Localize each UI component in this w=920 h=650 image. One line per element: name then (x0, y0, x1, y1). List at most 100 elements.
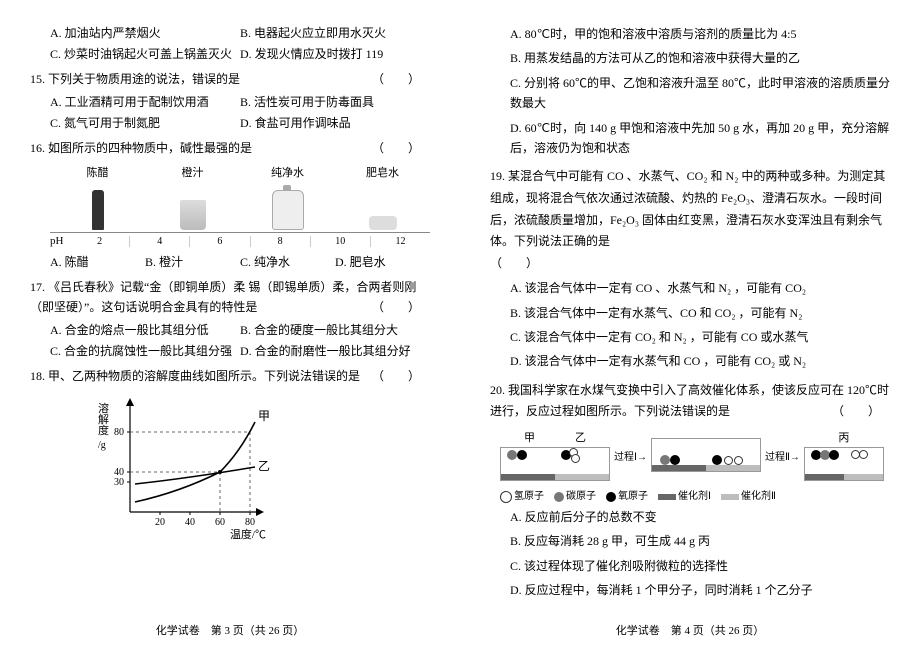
q14-optB: B. 电器起火应立即用水灭火 (240, 24, 430, 41)
q15-stem-text: 15. 下列关于物质用途的说法，错误的是 (30, 72, 240, 86)
q18-chart: 30 40 80 20 40 60 80 甲 乙 (90, 392, 270, 542)
q15-row2: C. 氮气可用于制氮肥 D. 食盐可用作调味品 (50, 114, 430, 131)
q18-optD: D. 60℃时，向 140 g 甲饱和溶液中先加 50 g 水，再加 20 g … (510, 118, 890, 159)
q16-lbl-2: 纯净水 (240, 164, 335, 180)
q20-optD: D. 反应过程中，每消耗 1 个甲分子，同时消耗 1 个乙分子 (510, 580, 890, 600)
q20-optB: B. 反应每消耗 28 g 甲，可生成 44 g 丙 (510, 531, 890, 551)
yt40: 40 (114, 467, 124, 478)
lbl-jia: 甲 (258, 409, 270, 423)
soap-icon (369, 216, 397, 230)
q16-lbl-3: 肥皂水 (335, 164, 430, 180)
xlabel: 温度/℃ (90, 526, 266, 542)
c-atom-icon (507, 450, 517, 460)
q16-opts: A. 陈醋 B. 橙汁 C. 纯净水 D. 肥皂水 (50, 253, 430, 270)
q16-stem-text: 16. 如图所示的四种物质中，碱性最强的是 (30, 141, 252, 155)
q20-optC: C. 该过程体现了催化剂吸附微粒的选择性 (510, 556, 890, 576)
q15-optC: C. 氮气可用于制氮肥 (50, 114, 240, 131)
q16-ph-label: pH (50, 235, 70, 247)
q19-optB: B. 该混合气体中一定有水蒸气、CO 和 CO₂ ，可能有 N₂ (510, 303, 890, 323)
q15-paren: （ ） (372, 70, 420, 89)
q15-stem: 15. 下列关于物质用途的说法，错误的是 （ ） (30, 70, 430, 89)
q14-row2: C. 炒菜时油锅起火可盖上锅盖灭火 D. 发现火情应及时拨打 119 (50, 45, 430, 62)
arrow1: 过程Ⅰ→ (614, 448, 647, 463)
q18-paren: （ ） (372, 367, 420, 386)
q16-optB: B. 橙汁 (145, 253, 240, 270)
cat-box-start (500, 447, 610, 481)
box-lbl-1: 乙 (575, 429, 586, 445)
box-lbl-2: 丙 (838, 429, 849, 445)
q18-stem-text: 18. 甲、乙两种物质的溶解度曲线如图所示。下列说法错误的是 (30, 369, 360, 383)
q17-stem: 17. 《吕氏春秋》记载“金（即铜单质）柔 锡（即锡单质）柔，合两者则刚（即坚硬… (30, 278, 430, 316)
q16-img-vinegar (50, 182, 145, 230)
q16-lbl-0: 陈醋 (50, 164, 145, 180)
q15-optA: A. 工业酒精可用于配制饮用酒 (50, 93, 240, 110)
xt60: 60 (215, 517, 225, 528)
q19-optD: D. 该混合气体中一定有水蒸气和 CO ，可能有 CO₂ 或 N₂ (510, 351, 890, 371)
q20-stem-text: 20. 我国科学家在水煤气变换中引入了高效催化体系，使该反应可在 120℃时进行… (490, 383, 889, 419)
q16-tick-0: 2 (70, 236, 130, 247)
arrow2: 过程Ⅱ→ (765, 448, 800, 463)
q20-paren: （ ） (832, 401, 880, 423)
yt30: 30 (114, 477, 124, 488)
legend-o-icon (606, 492, 616, 502)
q17-paren: （ ） (372, 298, 420, 317)
legend-cat2: 催化剂Ⅱ (741, 491, 776, 502)
ylabel: 溶解度 (98, 401, 109, 437)
q16-diagram: 陈醋 橙汁 纯净水 肥皂水 pH 2 4 6 8 10 12 (50, 164, 430, 247)
q19-paren: （ ） (490, 256, 538, 270)
q18-stem: 18. 甲、乙两种物质的溶解度曲线如图所示。下列说法错误的是 （ ） (30, 367, 430, 386)
legend-cat2-icon (721, 494, 739, 500)
water-icon (272, 190, 304, 230)
q16-tick-5: 12 (371, 236, 430, 247)
q17-row1: A. 合金的熔点一般比其组分低 B. 合金的硬度一般比其组分大 (50, 321, 430, 338)
o-mid2 (712, 455, 722, 465)
legend-c: 碳原子 (566, 491, 596, 502)
h-atom-icon2 (571, 454, 580, 463)
q15-optD: D. 食盐可用作调味品 (240, 114, 430, 131)
catalyst2-bar (555, 474, 609, 480)
vinegar-icon (92, 190, 104, 230)
juice-icon (180, 200, 206, 230)
q16-img-water (240, 182, 335, 230)
q19-stem-text: 19. 某混合气中可能有 CO 、水蒸气、CO₂ 和 N₂ 中的两种或多种。为测… (490, 169, 885, 248)
q16-item-labels: 陈醋 橙汁 纯净水 肥皂水 (50, 164, 430, 180)
cat-box-end (804, 447, 884, 481)
q18-optA: A. 80℃时，甲的饱和溶液中溶质与溶剂的质量比为 4:5 (510, 24, 890, 44)
cat-box-mid (651, 438, 761, 472)
h-mid (724, 456, 733, 465)
q19-optA: A. 该混合气体中一定有 CO 、水蒸气和 N₂ ，可能有 CO₂ (510, 278, 890, 298)
q16-scale: 2 4 6 8 10 12 (70, 236, 430, 247)
q16-tick-2: 6 (190, 236, 250, 247)
legend-cat1: 催化剂Ⅰ (678, 491, 711, 502)
q18-optB: B. 用蒸发结晶的方法可从乙的饱和溶液中获得大量的乙 (510, 48, 890, 68)
box-lbl-0: 甲 (524, 429, 535, 445)
q17-optC: C. 合金的抗腐蚀性一般比其组分强 (50, 342, 240, 359)
q14-optD: D. 发现火情应及时拨打 119 (240, 45, 430, 62)
q14-row1: A. 加油站内严禁烟火 B. 电器起火应立即用水灭火 (50, 24, 430, 41)
q16-img-juice (145, 182, 240, 230)
q17-stem-text: 17. 《吕氏春秋》记载“金（即铜单质）柔 锡（即锡单质）柔，合两者则刚（即坚硬… (30, 280, 416, 313)
q17-row2: C. 合金的抗腐蚀性一般比其组分强 D. 合金的耐磨性一般比其组分好 (50, 342, 430, 359)
xt40: 40 (185, 517, 195, 528)
q16-tick-3: 8 (251, 236, 311, 247)
q15-optB: B. 活性炭可用于防毒面具 (240, 93, 430, 110)
o-end2 (829, 450, 839, 460)
q16-images-row (50, 182, 430, 233)
footer-3: 化学试卷 第 3 页（共 26 页） (0, 622, 460, 638)
legend-o: 氧原子 (618, 491, 648, 502)
legend-h: 氢原子 (514, 491, 544, 502)
q18-svg: 30 40 80 20 40 60 80 甲 乙 (90, 392, 270, 532)
c-mid (660, 455, 670, 465)
q18-optC: C. 分别将 60℃的甲、乙饱和溶液升温至 80℃，此时甲溶液的溶质质量分数最大 (510, 73, 890, 114)
legend-c-icon (554, 492, 564, 502)
q19-optC: C. 该混合气体中一定有 CO₂ 和 N₂ ，可能有 CO 或水蒸气 (510, 327, 890, 347)
page-3: A. 加油站内严禁烟火 B. 电器起火应立即用水灭火 C. 炒菜时油锅起火可盖上… (0, 0, 460, 650)
q16-img-soap (335, 182, 430, 230)
q16-optC: C. 纯净水 (240, 253, 335, 270)
lbl-yi: 乙 (258, 459, 270, 473)
q16-tick-4: 10 (311, 236, 371, 247)
q20-legend: 氢原子 碳原子 氧原子 催化剂Ⅰ 催化剂Ⅱ (500, 487, 890, 503)
h-mid2 (734, 456, 743, 465)
curve-yi (135, 467, 255, 484)
q15-row1: A. 工业酒精可用于配制饮用酒 B. 活性炭可用于防毒面具 (50, 93, 430, 110)
